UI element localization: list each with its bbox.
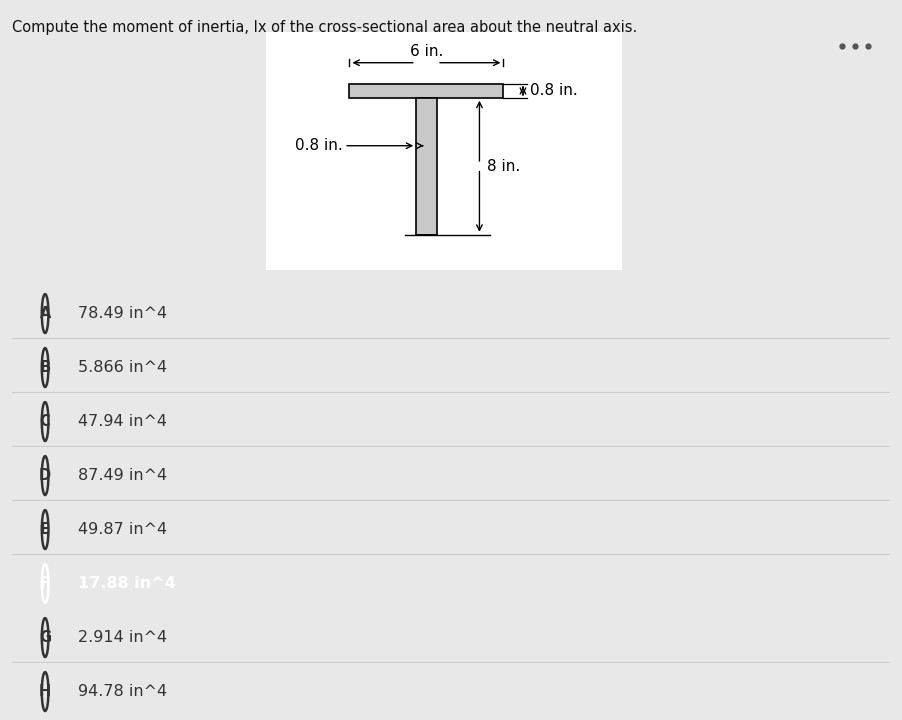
Text: D: D: [39, 468, 51, 483]
Text: Compute the moment of inertia, Ix of the cross-sectional area about the neutral : Compute the moment of inertia, Ix of the…: [12, 20, 637, 35]
Text: 0.8 in.: 0.8 in.: [295, 138, 343, 153]
Text: B: B: [40, 360, 51, 375]
Text: F: F: [40, 576, 51, 591]
Text: 6 in.: 6 in.: [410, 44, 443, 59]
Text: 87.49 in^4: 87.49 in^4: [78, 468, 167, 483]
Text: E: E: [40, 522, 51, 537]
Text: G: G: [39, 630, 51, 645]
Text: 8 in.: 8 in.: [486, 159, 520, 174]
Text: 47.94 in^4: 47.94 in^4: [78, 414, 167, 429]
Bar: [416, 98, 437, 235]
Text: 17.88 in^4: 17.88 in^4: [78, 576, 175, 591]
Text: 94.78 in^4: 94.78 in^4: [78, 684, 167, 699]
Text: C: C: [40, 414, 51, 429]
Text: 49.87 in^4: 49.87 in^4: [78, 522, 167, 537]
Text: H: H: [39, 684, 51, 699]
FancyBboxPatch shape: [266, 32, 622, 269]
Text: 0.8 in.: 0.8 in.: [530, 84, 578, 99]
Text: 78.49 in^4: 78.49 in^4: [78, 306, 167, 321]
Text: 5.866 in^4: 5.866 in^4: [78, 360, 167, 375]
Text: 2.914 in^4: 2.914 in^4: [78, 630, 167, 645]
Bar: [349, 84, 503, 98]
Text: A: A: [40, 306, 51, 321]
